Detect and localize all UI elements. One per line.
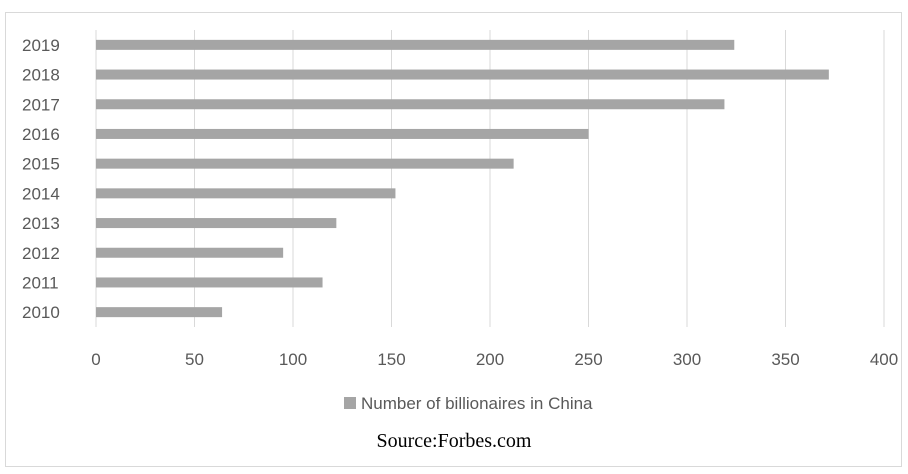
y-category-label: 2018 [22, 66, 60, 85]
bar-2010 [96, 307, 223, 318]
y-category-label: 2019 [22, 36, 60, 55]
bar-2018 [96, 69, 829, 80]
bar-2013 [96, 218, 337, 229]
bar-2016 [96, 128, 589, 139]
y-category-labels: 2010 2011 2012 2013 2014 2015 2016 2017 2018 2019 [22, 36, 60, 322]
legend-swatch [344, 397, 356, 409]
x-tick-label: 400 [870, 350, 898, 369]
y-category-label: 2010 [22, 303, 60, 322]
x-tick-label: 300 [673, 350, 701, 369]
x-tick-labels: 0 50 100 150 200 250 300 350 400 [91, 350, 898, 369]
bar-2019 [96, 39, 735, 50]
bar-2011 [96, 277, 323, 288]
bars [96, 39, 829, 318]
source-label: Source:Forbes.com [377, 430, 532, 452]
y-category-label: 2012 [22, 244, 60, 263]
x-tick-label: 350 [771, 350, 799, 369]
y-category-label: 2014 [22, 184, 60, 203]
x-tick-label: 50 [185, 350, 204, 369]
x-tick-label: 100 [279, 350, 307, 369]
bar-2017 [96, 99, 725, 110]
y-category-label: 2013 [22, 214, 60, 233]
bar-2014 [96, 188, 396, 199]
y-category-label: 2011 [22, 273, 59, 292]
y-category-label: 2015 [22, 155, 60, 174]
x-tick-label: 250 [574, 350, 602, 369]
legend-label: Number of billionaires in China [361, 394, 593, 413]
y-category-label: 2016 [22, 125, 60, 144]
chart-frame [5, 12, 902, 467]
y-category-label: 2017 [22, 95, 60, 114]
x-tick-label: 200 [476, 350, 504, 369]
legend: Number of billionaires in China [344, 394, 593, 413]
x-tick-label: 150 [377, 350, 405, 369]
x-tick-label: 0 [91, 350, 100, 369]
bar-2012 [96, 247, 284, 258]
bar-2015 [96, 158, 514, 169]
